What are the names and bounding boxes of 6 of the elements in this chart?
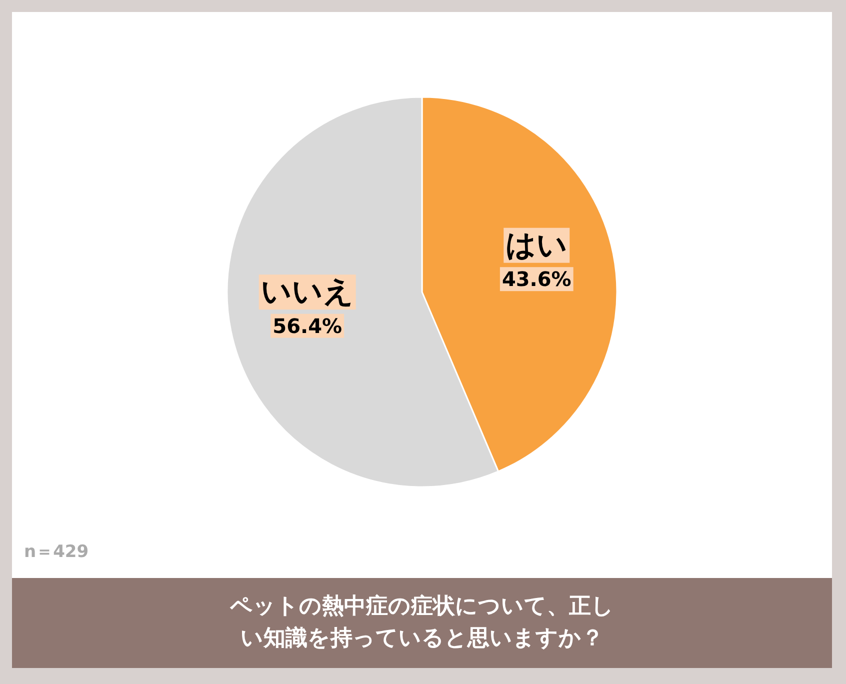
text: ペットの熱中症の症状について、正しい知識を持っていると思いますか？ [229,593,615,653]
text: n＝429 [24,541,89,563]
data-label: 43.6% [502,267,572,292]
slice-label: はい [506,228,568,263]
data-label: 56.4% [272,314,342,338]
slice-label: いいえ [260,274,354,310]
